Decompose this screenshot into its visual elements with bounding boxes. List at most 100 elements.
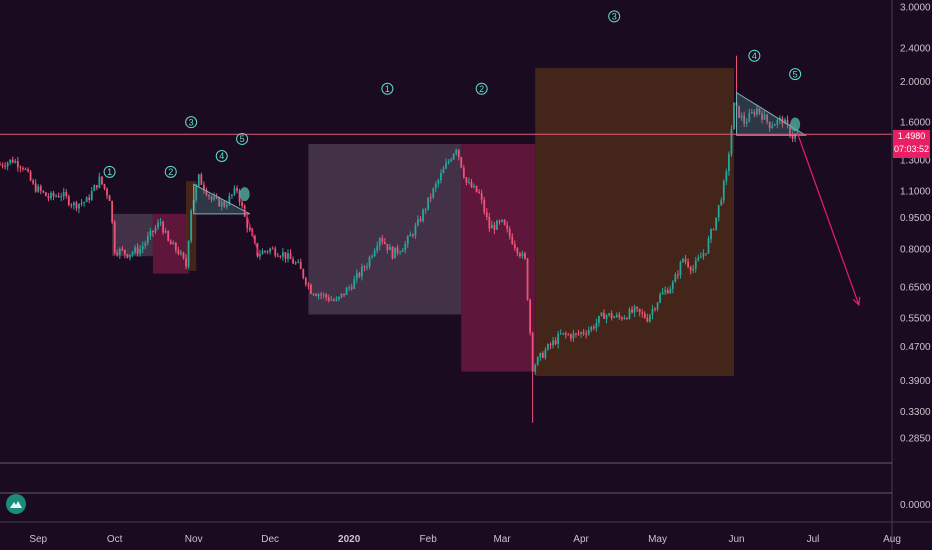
x-tick-label: Oct — [107, 534, 123, 545]
candle-body — [750, 112, 753, 114]
candle-body — [422, 209, 424, 221]
y-tick-label: 1.6000 — [900, 118, 931, 129]
candle-body — [521, 253, 524, 257]
candle-body — [677, 274, 679, 276]
candle-body — [238, 190, 241, 203]
candle-body — [659, 294, 661, 303]
candle-body — [264, 250, 266, 252]
candle-body — [531, 332, 534, 372]
x-tick-label: Feb — [420, 534, 438, 545]
candle-body — [516, 247, 519, 254]
candle-body — [424, 209, 427, 211]
wave-label: 4 — [752, 51, 757, 61]
candle-body — [294, 262, 297, 264]
y-tick-label: 0.6500 — [900, 283, 931, 294]
candle-body — [16, 161, 19, 168]
candle-body — [608, 313, 611, 316]
candle-body — [727, 154, 730, 172]
candle-body — [572, 333, 575, 339]
candle-body — [687, 261, 690, 267]
candle-body — [348, 287, 351, 289]
candle-body — [57, 195, 60, 198]
candle-body — [541, 352, 544, 358]
triangle-pattern — [193, 183, 250, 215]
candle-body — [432, 188, 435, 198]
candle-body — [404, 244, 407, 251]
candle-body — [580, 332, 582, 334]
candle-body — [39, 186, 42, 191]
candles-layer — [0, 55, 799, 423]
candle-body — [559, 333, 562, 335]
candle-body — [733, 102, 735, 130]
price-tag-value: 1.4980 — [897, 131, 926, 141]
candle-body — [287, 253, 289, 259]
candle-body — [80, 202, 83, 204]
candle-body — [391, 246, 394, 259]
time-axis[interactable]: Sep Oct Nov Dec 2020 Feb Mar Apr May Jun Jul Aug — [0, 462, 932, 545]
candle-body — [108, 195, 111, 201]
candle-body — [470, 181, 473, 188]
candle-body — [429, 197, 432, 199]
candle-body — [312, 293, 315, 295]
candle-body — [771, 125, 774, 129]
logo-icon[interactable] — [6, 494, 26, 514]
candle-body — [748, 113, 751, 122]
candle-body — [164, 231, 167, 233]
candle-body — [707, 238, 710, 254]
wave-label: 2 — [479, 84, 484, 94]
candle-body — [557, 333, 560, 345]
candle-body — [457, 149, 460, 158]
candle-body — [501, 219, 503, 222]
candle-body — [483, 199, 486, 213]
y-tick-label: 2.4000 — [900, 43, 931, 54]
candle-body — [702, 253, 705, 257]
candle-body — [93, 185, 96, 191]
wave-label: 2 — [168, 167, 173, 177]
wave-label-circle — [215, 150, 228, 163]
candle-body — [654, 308, 656, 310]
candle-body — [692, 268, 695, 271]
candle-body — [480, 192, 483, 200]
candle-body — [427, 197, 430, 210]
zones-layer — [112, 68, 734, 377]
candle-body — [154, 227, 157, 233]
candle-body — [705, 253, 707, 255]
x-tick-label: Mar — [493, 534, 511, 545]
candle-body — [577, 333, 580, 335]
candle-body — [322, 294, 325, 296]
candle-body — [200, 174, 203, 185]
candle-body — [383, 241, 386, 244]
small-arrow — [244, 208, 261, 259]
candle-body — [651, 308, 654, 315]
candle-body — [613, 316, 616, 319]
candle-body — [631, 309, 633, 313]
candle-body — [62, 192, 65, 197]
candle-body — [220, 201, 223, 207]
zone-gray — [112, 213, 153, 257]
candle-body — [281, 252, 284, 257]
candle-body — [411, 234, 414, 236]
candle-body — [562, 332, 565, 334]
candle-body — [585, 333, 588, 335]
y-tick-label: 0.4700 — [900, 342, 931, 353]
candle-body — [506, 225, 509, 229]
price-axis[interactable]: 3.0000 2.4000 2.0000 1.6000 1.3000 1.1000 0.95… — [891, 0, 931, 550]
candle-body — [182, 252, 185, 259]
candle-body — [208, 195, 210, 197]
candle-body — [406, 236, 409, 245]
candle-body — [126, 254, 129, 258]
candle-body — [131, 252, 134, 255]
candle-body — [70, 204, 73, 206]
wave-label: 3 — [612, 12, 617, 22]
candle-body — [674, 274, 677, 283]
candle-body — [44, 192, 47, 197]
candle-body — [529, 299, 532, 333]
candle-body — [73, 202, 75, 206]
candle-body — [682, 258, 684, 263]
candle-body — [67, 196, 70, 205]
candle-body — [796, 132, 799, 135]
candle-body — [269, 248, 272, 252]
wave-label-circle — [236, 132, 249, 145]
candle-body — [24, 168, 27, 170]
